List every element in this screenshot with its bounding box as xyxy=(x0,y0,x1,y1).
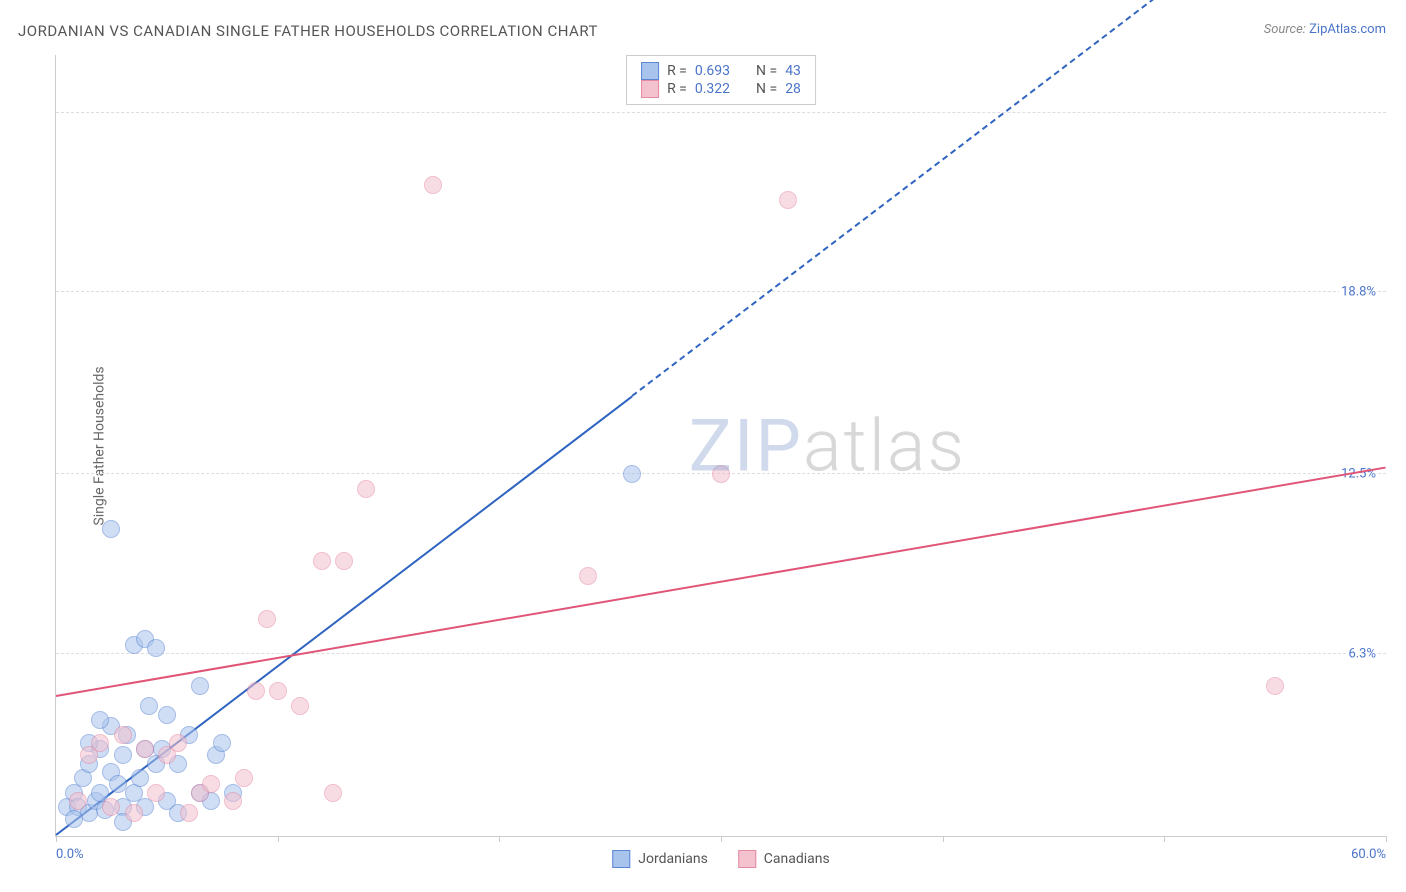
data-point xyxy=(191,677,209,695)
data-point xyxy=(579,567,597,585)
data-point xyxy=(202,775,220,793)
data-point xyxy=(65,810,83,828)
x-tick xyxy=(499,836,500,842)
series-legend: Jordanians Canadians xyxy=(612,850,830,868)
data-point xyxy=(424,176,442,194)
data-point xyxy=(269,682,287,700)
source-value: ZipAtlas.com xyxy=(1309,22,1386,37)
x-tick xyxy=(1164,836,1165,842)
data-point xyxy=(169,734,187,752)
scatter-plot-area: ZIPatlas R =0.693N =43R =0.322N =28 Jord… xyxy=(55,55,1386,837)
n-label: N = xyxy=(756,81,777,97)
x-tick-label: 0.0% xyxy=(56,847,84,862)
data-point xyxy=(235,769,253,787)
r-label: R = xyxy=(667,63,687,79)
x-tick xyxy=(1386,836,1387,842)
legend-label: Canadians xyxy=(764,851,830,867)
legend-row: R = 0.693 N = 43 xyxy=(641,62,801,80)
data-point xyxy=(623,465,641,483)
data-point xyxy=(136,740,154,758)
correlation-legend: R = 0.693 N = 43 R = 0.322 N = 28 xyxy=(626,55,816,105)
data-point xyxy=(69,792,87,810)
data-point xyxy=(114,726,132,744)
watermark-atlas: atlas xyxy=(803,403,966,488)
data-point xyxy=(147,639,165,657)
data-point xyxy=(712,465,730,483)
data-point xyxy=(131,769,149,787)
x-tick xyxy=(721,836,722,842)
n-value: 28 xyxy=(785,81,801,97)
legend-label: Jordanians xyxy=(638,851,708,867)
legend-swatch xyxy=(612,850,630,868)
r-value: 0.693 xyxy=(695,63,730,79)
data-point xyxy=(102,520,120,538)
legend-item: Canadians xyxy=(738,850,830,868)
data-point xyxy=(335,552,353,570)
gridline xyxy=(56,653,1386,654)
data-point xyxy=(313,552,331,570)
r-label: R = xyxy=(667,81,687,97)
n-value: 43 xyxy=(785,63,801,79)
x-tick xyxy=(278,836,279,842)
trend-line xyxy=(56,467,1386,697)
r-value: 0.322 xyxy=(695,81,730,97)
y-tick-label: 6.3% xyxy=(1346,646,1378,661)
data-point xyxy=(1266,677,1284,695)
data-point xyxy=(291,697,309,715)
data-point xyxy=(91,734,109,752)
x-tick xyxy=(56,836,57,842)
data-point xyxy=(114,746,132,764)
legend-item: Jordanians xyxy=(612,850,708,868)
source-attribution: Source: ZipAtlas.com xyxy=(1264,22,1386,37)
data-point xyxy=(91,711,109,729)
watermark: ZIPatlas xyxy=(689,403,966,488)
data-point xyxy=(324,784,342,802)
data-point xyxy=(102,798,120,816)
chart-title: JORDANIAN VS CANADIAN SINGLE FATHER HOUS… xyxy=(18,22,598,40)
data-point xyxy=(140,697,158,715)
data-point xyxy=(180,804,198,822)
legend-swatch xyxy=(738,850,756,868)
data-point xyxy=(158,706,176,724)
legend-swatch xyxy=(641,62,659,80)
data-point xyxy=(247,682,265,700)
data-point xyxy=(125,804,143,822)
legend-swatch xyxy=(641,80,659,98)
data-point xyxy=(357,480,375,498)
y-tick-label: 18.8% xyxy=(1339,285,1378,300)
x-tick-label: 60.0% xyxy=(1351,847,1386,862)
data-point xyxy=(147,784,165,802)
x-tick xyxy=(943,836,944,842)
source-label: Source: xyxy=(1264,22,1309,37)
n-label: N = xyxy=(756,63,777,79)
data-point xyxy=(779,191,797,209)
data-point xyxy=(224,792,242,810)
legend-row: R = 0.322 N = 28 xyxy=(641,80,801,98)
data-point xyxy=(213,734,231,752)
watermark-zip: ZIP xyxy=(689,403,803,488)
gridline xyxy=(56,291,1386,292)
data-point xyxy=(258,610,276,628)
gridline xyxy=(56,112,1386,113)
